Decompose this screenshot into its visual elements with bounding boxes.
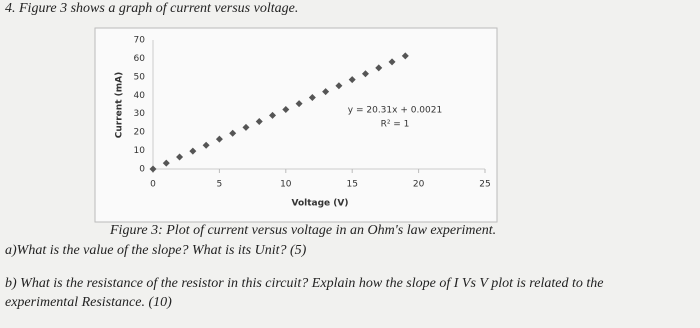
chart-frame bbox=[94, 27, 498, 223]
x-tick-label: 5 bbox=[217, 180, 223, 190]
data-point bbox=[202, 141, 210, 149]
data-point bbox=[361, 70, 369, 78]
data-point bbox=[269, 111, 277, 119]
y-tick-label: 10 bbox=[134, 146, 146, 156]
data-point bbox=[162, 159, 170, 167]
data-point bbox=[176, 153, 184, 161]
x-tick-label: 10 bbox=[280, 180, 292, 190]
x-tick-label: 25 bbox=[479, 180, 490, 190]
data-point bbox=[308, 93, 316, 101]
question-a: a)What is the value of the slope? What i… bbox=[5, 243, 307, 258]
x-tick-label: 15 bbox=[346, 180, 357, 190]
data-point bbox=[229, 129, 237, 137]
data-point bbox=[322, 88, 330, 96]
data-point bbox=[388, 58, 396, 66]
r-squared: R² = 1 bbox=[381, 120, 410, 130]
x-tick-label: 20 bbox=[413, 180, 425, 190]
data-point bbox=[242, 123, 250, 131]
y-tick-label: 60 bbox=[134, 54, 146, 64]
data-point bbox=[282, 105, 290, 113]
y-tick-label: 40 bbox=[134, 91, 146, 101]
data-point bbox=[375, 64, 383, 72]
y-tick-label: 20 bbox=[134, 128, 146, 138]
y-axis-label: Current (mA) bbox=[115, 72, 125, 138]
x-tick-label: 0 bbox=[150, 180, 156, 190]
data-point bbox=[189, 147, 197, 155]
data-point bbox=[149, 165, 157, 173]
trendline-equation: y = 20.31x + 0.0021 bbox=[348, 106, 442, 116]
data-point bbox=[401, 52, 409, 60]
caption: Figure 3: Plot of current versus voltage… bbox=[110, 223, 497, 238]
y-tick-label: 50 bbox=[134, 72, 146, 82]
data-point bbox=[295, 100, 303, 108]
data-point bbox=[348, 76, 356, 84]
x-axis-label: Voltage (V) bbox=[292, 199, 349, 209]
y-tick-label: 0 bbox=[139, 165, 145, 175]
heading: 4. Figure 3 shows a graph of current ver… bbox=[5, 1, 299, 16]
data-point bbox=[255, 117, 263, 125]
question-b: b) What is the resistance of the resisto… bbox=[5, 276, 604, 291]
data-point bbox=[335, 82, 343, 90]
y-tick-label: 70 bbox=[134, 36, 146, 46]
question-b-cont: experimental Resistance. (10) bbox=[5, 295, 172, 310]
data-point bbox=[215, 135, 223, 143]
y-tick-label: 30 bbox=[134, 109, 146, 119]
